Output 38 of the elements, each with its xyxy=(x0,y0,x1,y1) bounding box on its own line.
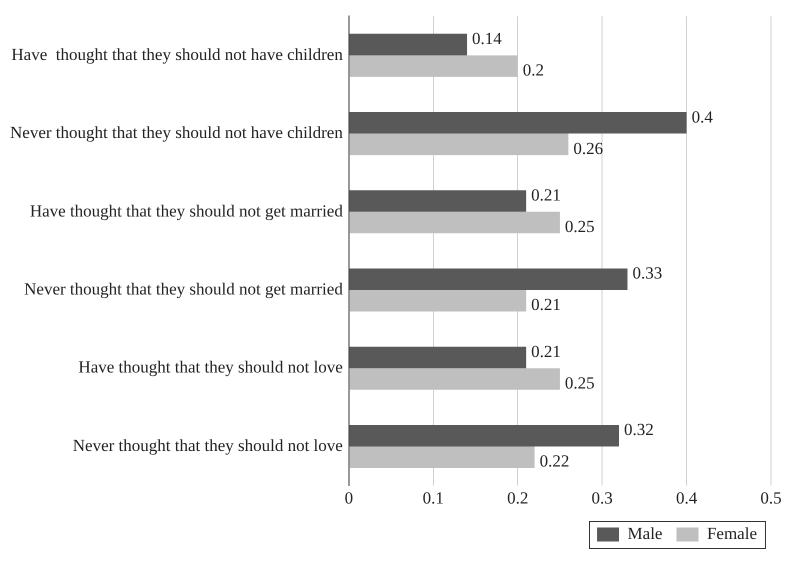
bar xyxy=(349,34,468,56)
data-label: 0.25 xyxy=(564,373,595,392)
bar xyxy=(349,134,568,156)
bar xyxy=(349,112,687,134)
y-tick-label: Never thought that they should not have children xyxy=(10,123,344,142)
x-tick-label: 0.4 xyxy=(676,488,698,508)
data-label: 0.21 xyxy=(531,342,561,361)
x-tick-label: 0.3 xyxy=(592,488,613,508)
y-tick-label: Never thought that they should not get married xyxy=(24,279,344,298)
bar xyxy=(349,268,628,290)
bar xyxy=(349,424,620,446)
data-label: 0.26 xyxy=(573,138,604,158)
x-tick-label: 0 xyxy=(344,488,354,508)
x-tick-label: 0.2 xyxy=(507,488,528,508)
bar xyxy=(349,368,560,390)
data-label: 0.32 xyxy=(624,420,654,440)
data-label: 0.4 xyxy=(692,107,714,126)
bar xyxy=(349,55,518,77)
y-tick-label: Never thought that they should not love xyxy=(72,436,343,455)
data-label: 0.21 xyxy=(531,295,561,314)
legend-label: Female xyxy=(706,524,758,543)
bar xyxy=(349,290,526,312)
bar xyxy=(349,212,560,234)
bar xyxy=(349,346,526,368)
y-tick-label: Have thought that they should not love xyxy=(78,358,343,377)
x-tick-label: 0.5 xyxy=(760,488,782,508)
data-label: 0.14 xyxy=(472,29,502,48)
bar xyxy=(349,190,526,212)
data-label: 0.22 xyxy=(540,452,570,471)
data-label: 0.33 xyxy=(632,264,662,283)
data-label: 0.2 xyxy=(522,60,544,80)
legend-label: Male xyxy=(628,524,662,543)
bar xyxy=(349,446,535,468)
data-label: 0.21 xyxy=(531,185,561,204)
data-label: 0.25 xyxy=(564,217,595,236)
y-tick-label: Have thought that they should not have children xyxy=(11,44,344,64)
x-tick-label: 0.1 xyxy=(422,488,444,508)
y-tick-label: Have thought that they should not get married xyxy=(30,201,344,220)
